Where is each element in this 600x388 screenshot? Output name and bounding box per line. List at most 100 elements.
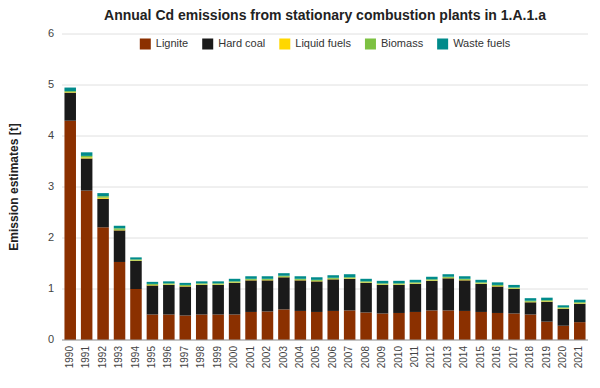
x-tick-label: 2014 <box>458 346 469 369</box>
series-bars <box>64 88 585 308</box>
x-tick-label: 2016 <box>491 346 502 369</box>
series-bars <box>64 93 585 326</box>
bar-segment <box>130 289 142 340</box>
bar-segment <box>393 285 405 313</box>
x-ticks: 1990199119921993199419951996199719981999… <box>64 346 585 369</box>
bar-segment <box>410 312 422 340</box>
bar-segment <box>443 278 455 310</box>
bar-segment <box>426 277 438 280</box>
bar-segment <box>196 284 208 286</box>
bar-segment <box>97 198 109 199</box>
bar-segment <box>377 285 389 314</box>
bar-segment <box>130 261 142 289</box>
legend-item: Waste fuels <box>437 37 511 50</box>
legend-swatch <box>279 39 290 50</box>
legend-swatch <box>202 39 213 50</box>
x-tick-label: 2018 <box>524 346 535 369</box>
bar-segment <box>443 277 455 279</box>
bar-segment <box>130 259 142 260</box>
legend-label: Liquid fuels <box>295 37 351 49</box>
bar-segment <box>180 286 192 315</box>
bar-segment <box>327 275 339 278</box>
x-tick-label: 2004 <box>294 346 305 369</box>
y-tick-label: 1 <box>48 282 54 294</box>
bar-segment <box>558 305 570 307</box>
bar-segment <box>377 284 389 286</box>
bar-segment <box>443 310 455 340</box>
x-tick-label: 2011 <box>409 346 420 368</box>
bar-segment <box>163 283 175 284</box>
x-tick-label: 2003 <box>278 346 289 369</box>
series-bars <box>64 92 585 309</box>
bar-segment <box>377 283 389 284</box>
y-tick-label: 3 <box>48 180 54 192</box>
bar-segment <box>196 283 208 284</box>
bar-segment <box>377 281 389 284</box>
bar-segment <box>64 88 76 92</box>
bar-segment <box>393 284 405 286</box>
bar-segment <box>229 279 241 282</box>
bar-segment <box>64 93 76 121</box>
bar-segment <box>295 279 307 281</box>
bar-segment <box>344 310 356 340</box>
bars <box>64 88 585 340</box>
y-axis-label: Emission estimates [t] <box>7 123 21 250</box>
bar-segment <box>393 283 405 284</box>
bar-segment <box>64 121 76 340</box>
grid-line <box>62 85 588 86</box>
legend-item: Lignite <box>140 37 188 50</box>
bar-segment <box>212 281 224 283</box>
chart: 0123456 199019911992199319941995199619971… <box>0 0 600 388</box>
x-tick-label: 1993 <box>113 346 124 369</box>
bar-segment <box>525 301 537 303</box>
bar-segment <box>311 277 323 280</box>
legend-item: Liquid fuels <box>279 37 351 50</box>
bar-segment <box>492 285 504 287</box>
bar-segment <box>393 281 405 284</box>
bar-segment <box>114 228 126 230</box>
bar-segment <box>459 279 471 280</box>
bar-segment <box>541 301 553 303</box>
bar-segment <box>278 309 290 340</box>
legend-swatch <box>437 39 448 50</box>
bar-segment <box>97 199 109 228</box>
bar-segment <box>295 311 307 340</box>
bar-segment <box>492 286 504 313</box>
bar-segment <box>344 274 356 277</box>
bar-segment <box>64 91 76 92</box>
bar-segment <box>574 322 586 340</box>
bar-segment <box>278 276 290 278</box>
bar-segment <box>508 288 520 290</box>
x-tick-label: 2012 <box>425 346 436 369</box>
legend-label: Hard coal <box>218 37 265 49</box>
legend-item: Hard coal <box>202 37 265 50</box>
bar-segment <box>262 279 274 281</box>
bar-segment <box>410 282 422 283</box>
y-ticks: 0123456 <box>48 27 54 345</box>
grid-line <box>62 238 588 239</box>
bar-segment <box>81 156 93 158</box>
bar-segment <box>525 298 537 301</box>
bar-segment <box>196 285 208 315</box>
bar-segment <box>377 313 389 340</box>
bar-segment <box>81 158 93 190</box>
bar-segment <box>212 285 224 315</box>
bar-segment <box>492 285 504 286</box>
bar-segment <box>262 280 274 311</box>
bar-segment <box>81 191 93 340</box>
bar-segment <box>262 311 274 340</box>
x-tick-label: 2000 <box>228 346 239 369</box>
bar-segment <box>295 280 307 311</box>
bar-segment <box>508 289 520 313</box>
x-tick-label: 2015 <box>475 346 486 369</box>
x-tick-label: 2021 <box>573 346 584 369</box>
legend-swatch <box>140 39 151 50</box>
bar-segment <box>163 284 175 286</box>
bar-segment <box>262 279 274 280</box>
bar-segment <box>574 304 586 322</box>
bar-segment <box>180 316 192 340</box>
bar-segment <box>64 92 76 94</box>
bar-segment <box>492 313 504 340</box>
bar-segment <box>212 284 224 286</box>
bar-segment <box>393 313 405 340</box>
